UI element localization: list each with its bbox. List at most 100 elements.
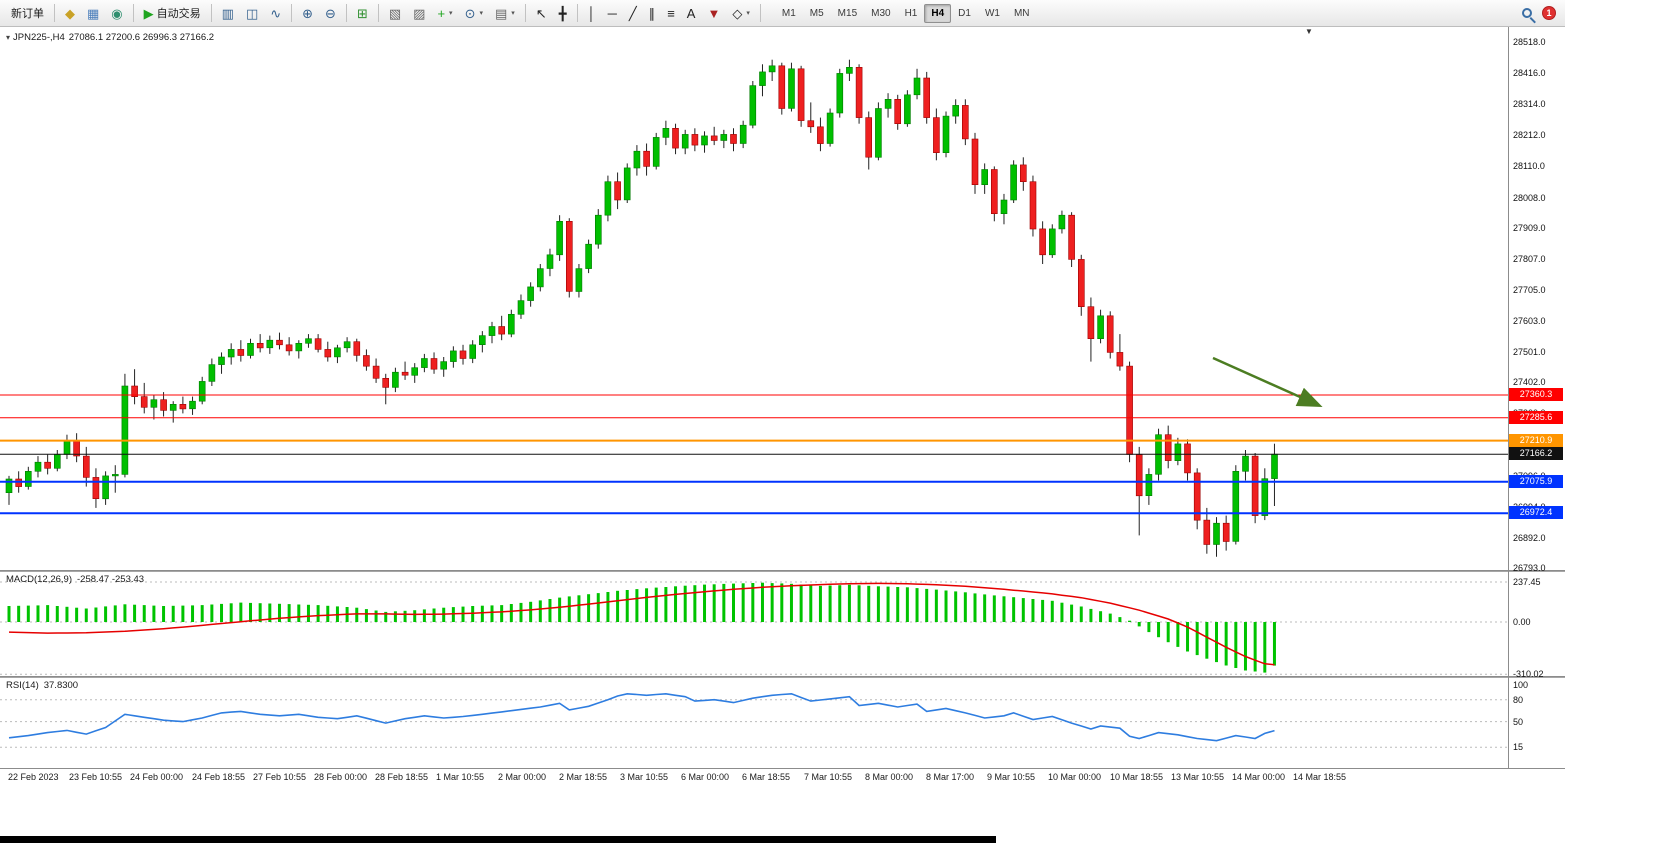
text-icon[interactable]: A: [681, 4, 702, 23]
market-watch-icon: ◆: [65, 5, 75, 21]
candlestick-chart[interactable]: [0, 27, 1565, 570]
dropdown-arrow-icon: ▾: [511, 10, 515, 17]
rsi-chart[interactable]: [0, 678, 1565, 768]
text-icon: A: [686, 5, 696, 21]
channel-icon: ∥: [648, 5, 656, 21]
chart-profile-icon[interactable]: ▨: [407, 4, 431, 23]
price-axis-label: 26793.0: [1513, 563, 1546, 573]
add-indicator-icon[interactable]: + ▾: [431, 4, 458, 23]
template-icon[interactable]: ▤ ▾: [489, 4, 521, 23]
rsi-panel[interactable]: RSI(14) 37.8300 100 80 50 15: [0, 678, 1565, 768]
horizontal-line-icon[interactable]: ─: [602, 4, 623, 23]
time-axis-label: 6 Mar 00:00: [681, 772, 730, 782]
rsi-title: RSI(14): [6, 680, 39, 691]
time-axis-label: 7 Mar 10:55: [804, 772, 853, 782]
symbol-period-label: JPN225-,H4: [13, 32, 65, 43]
price-axis-label: 27603.0: [1513, 316, 1546, 326]
macd-chart[interactable]: [0, 572, 1565, 676]
main-chart-panel[interactable]: ▾ JPN225-,H4 27086.1 27200.6 26996.3 27166…: [0, 27, 1565, 573]
macd-values: -258.47 -253.43: [77, 574, 145, 585]
time-axis: 22 Feb 2023 23 Feb 10:55 24 Feb 00:00 24 Fe…: [0, 769, 1565, 786]
rsi-axis-label: 15: [1513, 742, 1524, 752]
dropdown-arrow-icon: ▾: [479, 10, 483, 17]
macd-axis-label: 0.00: [1513, 617, 1531, 627]
chart-candles-icon[interactable]: ◫: [240, 4, 264, 23]
period-icon: ⊙: [464, 5, 476, 21]
time-axis-label: 14 Mar 00:00: [1232, 772, 1286, 782]
chart-candles-icon: ◫: [245, 5, 259, 21]
toolbar-separator: [291, 4, 293, 22]
new-order-button-label: 新订单: [11, 8, 44, 20]
vertical-line-icon[interactable]: │: [582, 4, 602, 23]
cursor-icon: ↖: [535, 5, 547, 21]
timeframe-h4-button[interactable]: H4: [924, 3, 952, 23]
cursor-icon[interactable]: ↖: [530, 4, 553, 23]
search-icon[interactable]: [1522, 8, 1532, 18]
trendline-icon[interactable]: ╱: [623, 4, 643, 23]
channel-icon[interactable]: ∥: [643, 4, 662, 23]
zoom-in-icon: ⊕: [302, 5, 314, 21]
zoom-out-icon[interactable]: ⊖: [319, 4, 342, 23]
fibonacci-icon[interactable]: ≡: [661, 4, 681, 23]
timeframe-m30-button[interactable]: M30: [871, 7, 891, 19]
timeframe-d1-button[interactable]: D1: [958, 7, 971, 19]
new-order-button[interactable]: 新订单: [5, 2, 50, 24]
dropdown-arrow-icon: ▾: [746, 10, 750, 17]
chart-line-icon: ∿: [270, 5, 282, 21]
rsi-axis-label: 80: [1513, 695, 1524, 705]
rsi-axis-label: 50: [1513, 717, 1524, 727]
time-axis-label: 28 Feb 00:00: [314, 772, 368, 782]
time-axis-label: 10 Mar 00:00: [1048, 772, 1102, 782]
notification-badge[interactable]: 1: [1542, 6, 1556, 20]
chart-line-icon[interactable]: ∿: [264, 4, 287, 23]
zoom-in-icon[interactable]: ⊕: [296, 4, 319, 23]
macd-axis-label: -310.02: [1513, 669, 1544, 679]
price-axis-label: 28212.0: [1513, 130, 1546, 140]
navigator-icon: ◉: [111, 5, 123, 21]
arrows-icon: ▼: [707, 5, 721, 21]
toolbar-separator: [759, 4, 761, 22]
price-axis-label: 27501.0: [1513, 347, 1546, 357]
price-axis-label: 27705.0: [1513, 285, 1546, 295]
horizontal-line-icon: ─: [607, 5, 617, 21]
autotrading-button-label: 自动交易: [156, 8, 201, 20]
tile-windows-icon[interactable]: ⊞: [351, 4, 374, 23]
time-axis-label: 1 Mar 10:55: [436, 772, 485, 782]
price-tag-26972.4: 26972.4: [1509, 506, 1563, 519]
period-icon[interactable]: ⊙ ▾: [459, 4, 489, 23]
ohlc-values: 27086.1 27200.6 26996.3 27166.2: [68, 32, 215, 43]
toolbar-separator: [210, 4, 212, 22]
navigator-icon[interactable]: ◉: [105, 4, 128, 23]
arrows-icon[interactable]: ▼: [701, 4, 726, 23]
timeframe-m15-button[interactable]: M15: [837, 7, 858, 19]
panel-splitter[interactable]: [0, 570, 1565, 572]
panel-splitter[interactable]: [0, 676, 1565, 678]
chart-bars-icon: ▥: [221, 5, 234, 21]
toolbar-separator: [54, 4, 55, 22]
timeframe-m1-button[interactable]: M1: [781, 7, 796, 19]
price-axis-label: 28518.0: [1513, 37, 1546, 47]
autotrading-button[interactable]: ▶ 自动交易: [138, 2, 207, 24]
chart-shift-marker[interactable]: ▼: [1305, 27, 1313, 36]
time-axis-label: 27 Feb 10:55: [253, 772, 307, 782]
shapes-icon[interactable]: ◇ ▾: [726, 4, 756, 23]
data-window-icon[interactable]: ▦: [81, 4, 105, 23]
add-indicator-icon: +: [437, 5, 446, 21]
market-watch-icon[interactable]: ◆: [59, 4, 81, 23]
new-chart-icon[interactable]: ▧: [383, 4, 407, 23]
price-tag-27166.2: 27166.2: [1509, 447, 1563, 460]
time-axis-label: 23 Feb 10:55: [69, 772, 123, 782]
crosshair-icon[interactable]: ╋: [553, 4, 573, 23]
chart-bars-icon[interactable]: ▥: [216, 4, 240, 23]
price-axis-label: 28110.0: [1513, 161, 1545, 171]
time-axis-label: 6 Mar 18:55: [742, 772, 791, 782]
macd-label: MACD(12,26,9) -258.47 -253.43: [6, 574, 149, 585]
timeframe-m5-button[interactable]: M5: [809, 7, 824, 19]
crosshair-icon: ╋: [558, 5, 567, 21]
price-tag-27075.9: 27075.9: [1509, 475, 1563, 488]
macd-panel[interactable]: MACD(12,26,9) -258.47 -253.43 237.45 0.00 -…: [0, 572, 1565, 679]
timeframe-w1-button[interactable]: W1: [984, 7, 1000, 19]
timeframe-h1-button[interactable]: H1: [904, 7, 918, 19]
time-axis-label: 24 Feb 00:00: [130, 772, 184, 782]
timeframe-mn-button[interactable]: MN: [1013, 7, 1030, 19]
